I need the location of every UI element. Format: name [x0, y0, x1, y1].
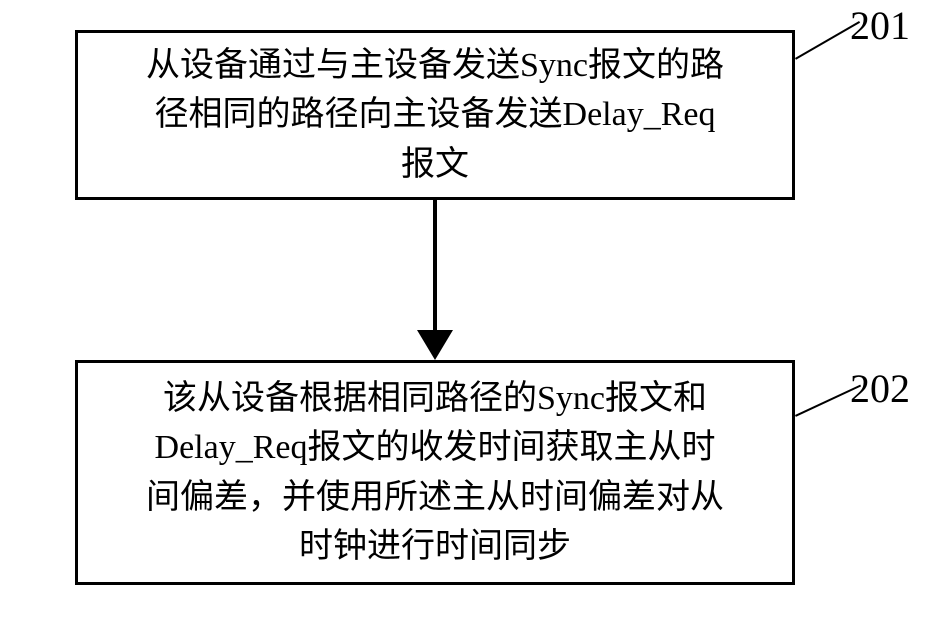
step-202-line-4: 时钟进行时间同步 — [299, 528, 571, 565]
arrow-shaft — [433, 200, 437, 335]
step-label-201: 201 — [850, 2, 910, 49]
step-202-line-2: Delay_Req报文的收发时间获取主从时 — [155, 429, 716, 466]
step-box-201: 从设备通过与主设备发送Sync报文的路 径相同的路径向主设备发送Delay_Re… — [75, 30, 795, 200]
step-label-202: 202 — [850, 365, 910, 412]
step-text-202: 该从设备根据相同路径的Sync报文和 Delay_Req报文的收发时间获取主从时… — [140, 374, 730, 571]
flowchart-canvas: 从设备通过与主设备发送Sync报文的路 径相同的路径向主设备发送Delay_Re… — [0, 0, 940, 632]
step-text-201: 从设备通过与主设备发送Sync报文的路 径相同的路径向主设备发送Delay_Re… — [140, 41, 730, 189]
step-201-line-1: 从设备通过与主设备发送Sync报文的路 — [146, 47, 724, 84]
step-202-line-3: 间偏差，并使用所述主从时间偏差对从 — [146, 479, 724, 516]
step-202-line-1: 该从设备根据相同路径的Sync报文和 — [163, 380, 707, 417]
arrow-head-icon — [417, 330, 453, 360]
step-201-line-3: 报文 — [401, 146, 469, 183]
step-box-202: 该从设备根据相同路径的Sync报文和 Delay_Req报文的收发时间获取主从时… — [75, 360, 795, 585]
step-201-line-2: 径相同的路径向主设备发送Delay_Req — [155, 96, 716, 133]
